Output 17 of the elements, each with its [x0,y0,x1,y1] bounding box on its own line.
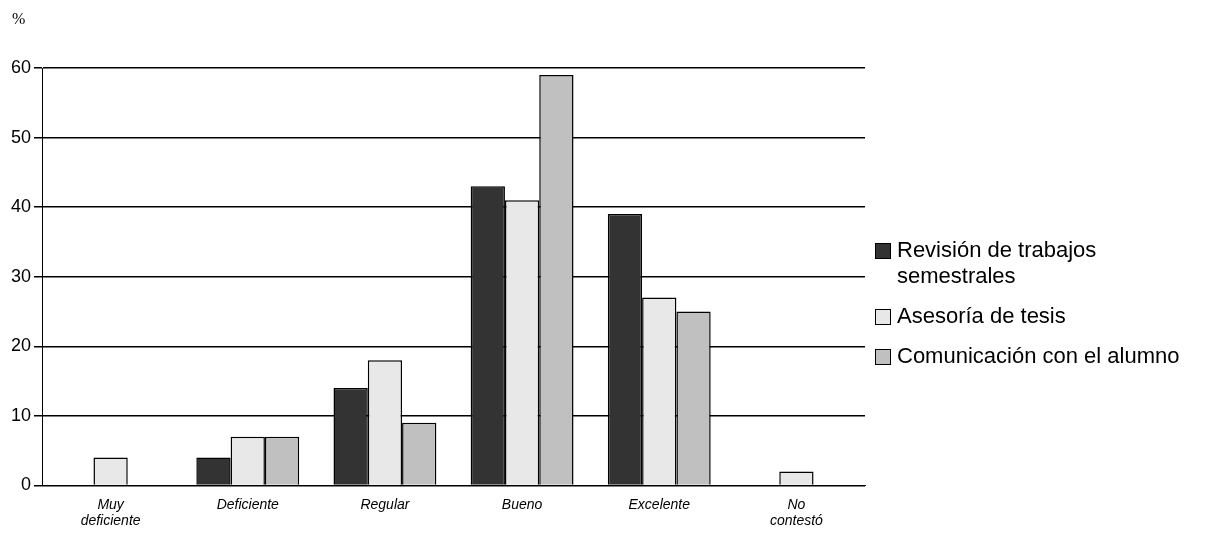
y-tick-label: 10 [10,404,32,425]
x-tick-label: No contestó [769,495,824,529]
y-tick-label: 60 [10,56,32,77]
legend-label: Revisión de trabajos semestrales [897,236,1098,289]
x-tick-label: Regular [360,495,411,512]
x-tick-label: Muy deficiente [80,495,141,529]
y-tick-label: 0 [21,474,32,495]
y-tick-label: 30 [10,265,32,286]
y-tick-label: 20 [10,335,32,356]
y-axis-title: % [12,10,26,28]
x-tick-label: Deficiente [216,495,280,512]
legend-label: Asesoría de tesis [897,302,1066,329]
x-tick-label: Excelente [628,495,691,512]
y-tick-label: 50 [10,126,32,147]
x-tick-label: Bueno [501,495,543,512]
y-tick-label: 40 [10,196,32,217]
legend-label: Comunicación con el alumno [897,342,1180,369]
